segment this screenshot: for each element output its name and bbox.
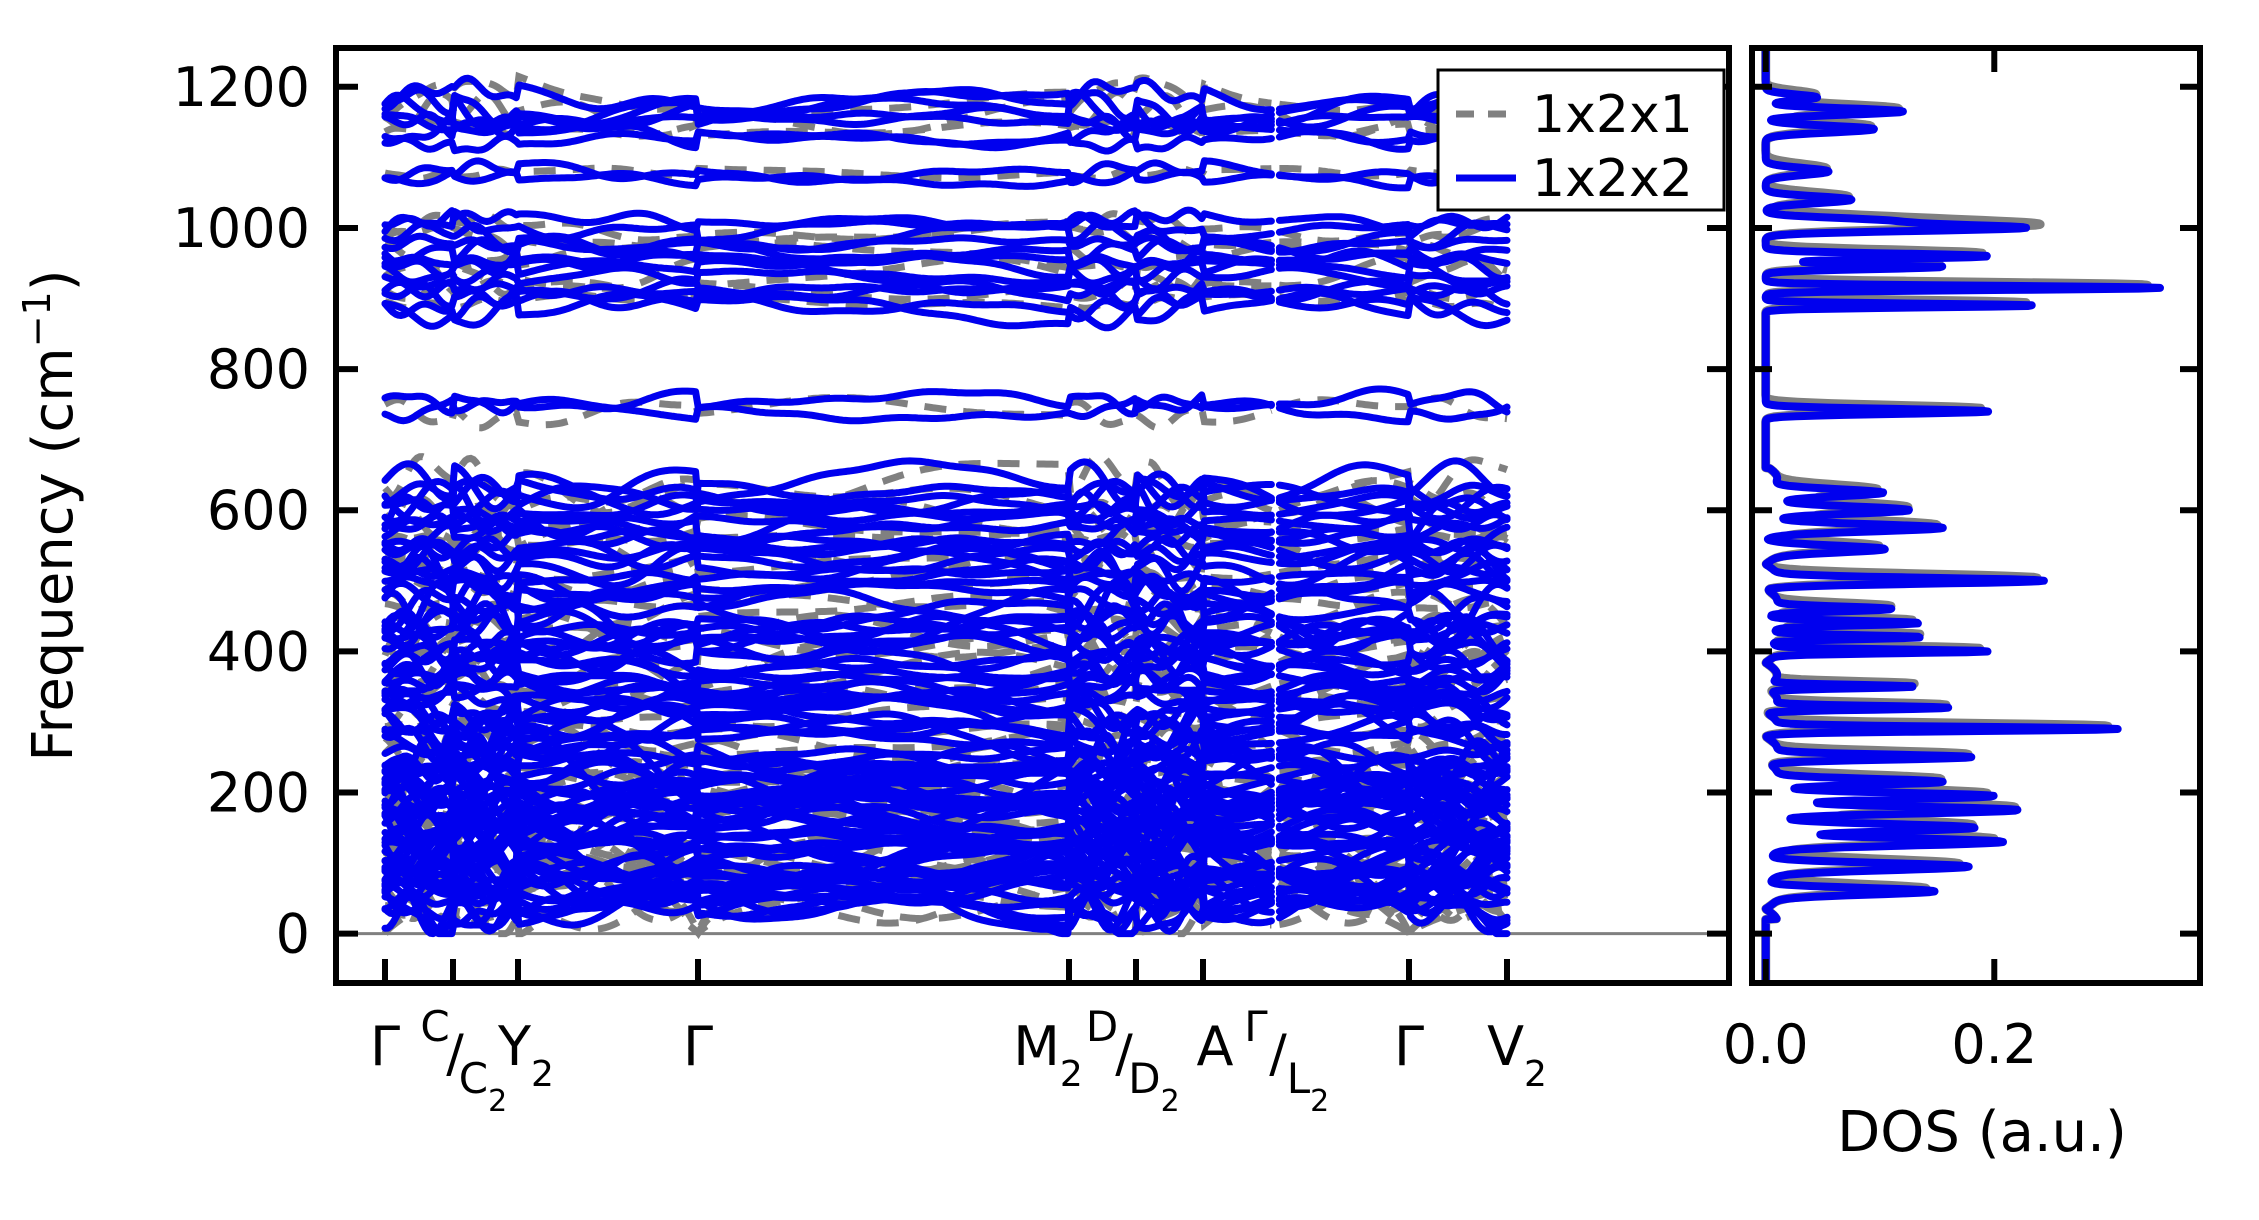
y-tick-label: 600 [207,479,310,542]
frac-denominator: L2 [1287,1054,1330,1119]
frac-slash: / [446,1024,464,1084]
band-axes-frame [333,45,1732,986]
dos-line-1x2x2 [1761,48,2164,983]
band-series-1x2x2 [381,74,1511,938]
legend-label-1x2x1: 1x2x1 [1532,85,1693,145]
y-tick-label: 1200 [173,56,310,119]
y-tick-label: 800 [207,338,310,401]
legend-box [1436,68,1726,212]
kpath-label-fraction: Γ / L2 [1244,1002,1329,1119]
y-tick-label: 400 [207,620,310,683]
dos-curves [1761,48,2164,983]
kpath-label: Y2 [497,1015,554,1095]
dos-x-tick-label: 0.2 [1951,1013,2037,1076]
band-axes-box [333,45,1732,986]
frac-prefix: M2 [1013,1015,1083,1095]
y-tick-labels: 0 200 400 600 800 1000 1200 [173,56,310,966]
band-line-1x2x2 [381,491,1511,527]
kpath-label: A [1197,1015,1234,1078]
band-line-1x2x2 [381,534,1511,576]
band-line-1x2x1 [382,509,1508,554]
band-line-1x2x2 [381,206,1511,235]
band-line-1x2x1 [384,210,1508,245]
frac-numerator: C [420,1002,449,1051]
frac-denominator: D2 [1128,1054,1179,1119]
kpath-label-fraction: C/C2 [420,1002,507,1119]
band-line-1x2x2 [381,457,1511,513]
band-line-1x2x2 [381,571,1511,635]
legend-label-1x2x2: 1x2x2 [1532,149,1693,209]
dos-x-tick-label: 0.0 [1723,1013,1809,1076]
y-tick-label: 200 [207,761,310,824]
kpath-label-fraction: M2D/D2 [1013,1002,1179,1119]
dos-axes-frame [1749,45,2203,986]
dos-axes-box [1749,45,2203,986]
frac-denominator: C2 [459,1054,507,1119]
band-line-1x2x2 [381,470,1511,525]
dos-tick-labels: 0.0 0.2 [1723,1013,2037,1076]
band-line-1x2x2 [381,385,1511,418]
kpath-label: V2 [1487,1015,1547,1095]
y-tick-label: 1000 [173,197,310,260]
kpath-label: Γ [1394,1015,1424,1078]
y-axis-label: Frequency (cm−1) [15,269,86,761]
y-axis-label-group: Frequency (cm−1) [15,269,86,761]
band-line-1x2x2 [381,738,1511,768]
y-tick-label: 0 [276,903,310,966]
dos-axis-label-group: DOS (a.u.) [1837,1100,2127,1165]
band-line-1x2x2 [381,393,1511,426]
kpath-label: Γ [370,1015,400,1078]
band-line-1x2x2 [381,725,1511,793]
frac-slash: / [1269,1024,1287,1084]
kpath-label: Γ [683,1015,713,1078]
frac-slash: / [1115,1024,1133,1084]
frac-numerator: D [1086,1002,1118,1051]
dos-axis-label: DOS (a.u.) [1837,1100,2127,1165]
band-line-1x2x2 [381,475,1511,508]
frac-numerator: Γ [1244,1002,1268,1051]
